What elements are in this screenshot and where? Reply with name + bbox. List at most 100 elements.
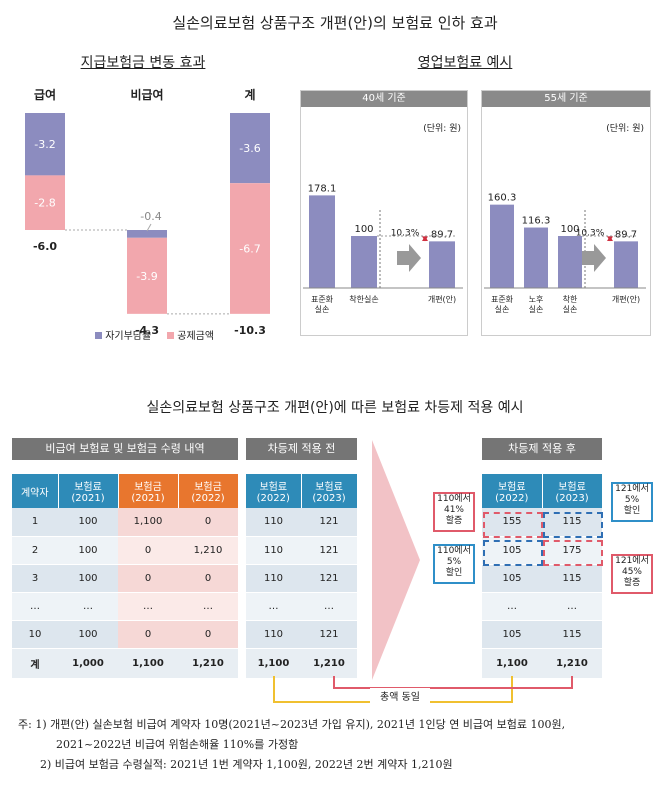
table-cell: 0 xyxy=(178,564,238,593)
table-cell: … xyxy=(12,592,58,621)
premium-after-table: 보험료 (2022) 보험료 (2023) 155 115 105 175 105 115……… xyxy=(482,474,603,679)
value-label: 100 xyxy=(354,224,373,235)
callout-discount-5-2023: 121에서 5% 할인 xyxy=(611,482,653,522)
claims-table-inner: 계약자 보험료 (2021) 보험금 (2021) 보험금 (2022) 1 100 1,1… xyxy=(12,474,239,679)
bar-segment xyxy=(230,183,270,314)
table-cell: 105 xyxy=(482,620,542,649)
box1-title: 비급여 보험료 및 보험금 수령 내역 xyxy=(12,438,238,460)
callout-text: 121에서 5% 할인 xyxy=(615,484,649,516)
table-row: 3 100 0 0 xyxy=(12,564,238,593)
panel-55: 55세 기준 (단위: 원) 160.3 표준화 실손 116.3 노후 실손 100 착한 실… xyxy=(481,90,651,336)
table-row: 1,100 1,210 xyxy=(482,648,602,679)
table-row: ………… xyxy=(12,592,238,621)
value-label: 89.7 xyxy=(431,229,453,240)
table-row: …… xyxy=(482,592,602,621)
note-1: 주: 1) 개편(안) 실손보험 비급여 계약자 10명(2021년~2023년… xyxy=(18,718,566,731)
total-equal-label: 총액 동일 xyxy=(370,688,430,703)
value-label: 160.3 xyxy=(488,193,517,204)
category-label: 표준화 xyxy=(311,295,334,304)
table-cell: 0 xyxy=(118,620,178,649)
before-table-inner: 보험료 (2022) 보험료 (2023) 110 121 110 121 110 121……… xyxy=(246,474,358,679)
segment-label: -3.6 xyxy=(239,142,260,155)
premium-before-table: 보험료 (2022) 보험료 (2023) 110 121 110 121 110 121……… xyxy=(246,474,358,679)
total-label: -4.3 xyxy=(135,324,159,337)
table-row: 110 121 xyxy=(246,508,357,537)
column-header: 보험료 (2021) xyxy=(58,474,119,508)
column-header: 보험금 (2021) xyxy=(118,474,179,508)
premium-55-chart: 160.3 표준화 실손 116.3 노후 실손 100 착한 실손 89.7 개편(안) 10.3% xyxy=(482,108,650,336)
reduction-pct: 10.3% xyxy=(391,228,420,238)
category-label: 실손 xyxy=(563,304,578,314)
after-table-inner: 보험료 (2022) 보험료 (2023) 155 115 105 175 105 115……… xyxy=(482,474,603,679)
header-row: 계약자 보험료 (2021) 보험금 (2021) 보험금 (2022) xyxy=(12,474,239,508)
premium-bar xyxy=(524,227,548,288)
box2-title: 차등제 적용 전 xyxy=(246,438,357,460)
legend-label-self: 자기부담률 xyxy=(105,331,152,342)
category-label: 계 xyxy=(244,87,255,102)
category-label: 착한실손 xyxy=(349,294,378,304)
legend-label-deduct: 공제금액 xyxy=(177,331,215,342)
table-cell: 105 xyxy=(482,564,542,593)
table-cell: 3 xyxy=(12,564,58,593)
column-header: 보험료 (2023) xyxy=(542,474,603,508)
premium-40-chart: 178.1 표준화 실손 100 착한실손 89.7 개편(안) 10.3% xyxy=(301,108,467,336)
table-cell: 121 xyxy=(301,564,357,593)
bar-segment xyxy=(127,237,167,314)
main-title: 실손의료보험 상품구조 개편(안)의 보험료 인하 효과 xyxy=(172,14,498,32)
category-label: 표준화 xyxy=(491,295,514,304)
transition-arrow xyxy=(372,440,420,680)
highlight-175 xyxy=(543,540,603,566)
table-cell: 1,000 xyxy=(58,648,118,679)
premium-bar xyxy=(614,241,638,288)
table-row: 110 121 xyxy=(246,620,357,649)
table-cell: 1,210 xyxy=(301,648,357,679)
highlight-155 xyxy=(483,512,543,538)
legend-swatch-deduct xyxy=(167,332,175,339)
arrow-icon xyxy=(397,244,421,272)
table-cell: 110 xyxy=(246,620,301,649)
category-label: 개편(안) xyxy=(428,294,456,304)
value-label: 178.1 xyxy=(308,183,337,194)
segment-label: -6.7 xyxy=(239,243,260,256)
premium-bar xyxy=(309,195,335,288)
reduction-arrowhead xyxy=(607,236,613,242)
unit-label: (단위: 원) xyxy=(423,124,461,134)
callout-text: 110에서 41% 할증 xyxy=(437,494,471,526)
total-equal-brackets xyxy=(273,676,573,703)
segment-label: -3.2 xyxy=(34,138,55,151)
segment-label: -2.8 xyxy=(34,197,55,210)
segment-label: -0.4 xyxy=(140,210,161,223)
legend-swatch-self xyxy=(95,332,102,339)
table-cell: 1,210 xyxy=(542,648,602,679)
table-row: …… xyxy=(246,592,357,621)
note-2: 2) 비급여 보험금 수령실적: 2021년 1번 계약자 1,100원, 20… xyxy=(40,758,453,771)
table-row: 105 115 xyxy=(482,564,602,593)
table-cell: … xyxy=(246,592,301,621)
table-cell: 0 xyxy=(118,536,178,565)
table-cell: 10 xyxy=(12,620,58,649)
table-row: 110 121 xyxy=(246,536,357,565)
legend: 자기부담률 공제금액 xyxy=(95,327,214,342)
table-cell: 100 xyxy=(58,536,118,565)
benefit-change-chart: 급여 비급여 계 -3.2 -2.8 -6.0 -0.4 -3.9 -4.3 -3.6 -6.7 -1… xyxy=(15,85,305,355)
table-cell: 1,100 xyxy=(246,648,301,679)
category-label: 실손 xyxy=(315,304,330,314)
table-cell: … xyxy=(118,592,178,621)
table-cell: 100 xyxy=(58,564,118,593)
arrow-icon xyxy=(582,244,606,272)
highlight-105 xyxy=(483,540,543,566)
value-label: 89.7 xyxy=(615,229,637,240)
table-cell: 121 xyxy=(301,508,357,537)
segment-label: -3.9 xyxy=(136,270,157,283)
value-label: 100 xyxy=(560,224,579,235)
category-label: 비급여 xyxy=(130,87,163,102)
panel-40-title: 40세 기준 xyxy=(301,91,467,107)
table-cell: 115 xyxy=(542,620,602,649)
section3-title: 실손의료보험 상품구조 개편(안)에 따른 보험료 차등제 적용 예시 xyxy=(146,400,524,416)
table-cell: 110 xyxy=(246,564,301,593)
column-header: 보험료 (2023) xyxy=(301,474,358,508)
category-label: 실손 xyxy=(495,304,510,314)
table-cell: 2 xyxy=(12,536,58,565)
callout-text: 121에서 45% 할증 xyxy=(615,556,649,588)
